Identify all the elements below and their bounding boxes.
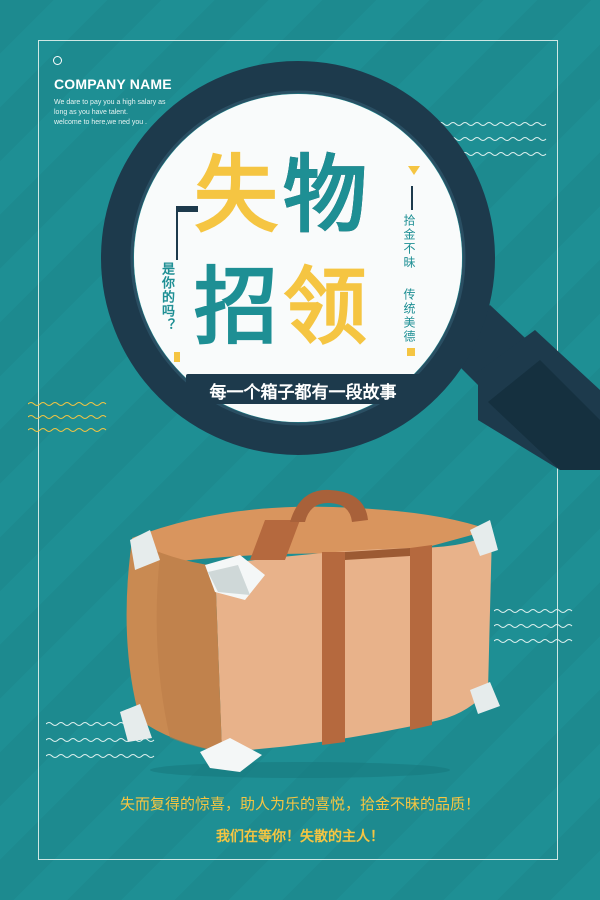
arrow-down-icon [408,166,420,175]
title-char-4: 领 [283,258,368,356]
title-accent-bar [176,206,198,212]
wavy-lines-left [28,402,107,432]
title-char-3: 招 [194,258,279,356]
footer-line-1: 失而复得的惊喜，助人为乐的喜悦，拾金不昧的品质！ [119,795,480,813]
subtitle-band [186,374,420,404]
title-accent-dot-right [407,348,415,356]
title-accent-line [176,212,178,260]
magnifier-handle [438,305,600,470]
title-char-2: 物 [283,146,368,244]
company-name: COMPANY NAME [54,76,172,92]
tagline-line: long as you have talent. [54,109,128,116]
title-accent-line-right [411,186,413,210]
wavy-lines-right [494,609,573,643]
tagline-line: We dare to pay you a high salary as [54,99,166,106]
vertical-left-text: 是你的吗？ [159,262,174,332]
suitcase [120,489,500,778]
vertical-right-text-b: 传统美德 [402,288,416,344]
magnifier-ring [101,61,495,455]
subtitle: 每一个箱子都有一段故事 [209,383,397,403]
title-accent-dot [174,352,180,362]
vertical-right-text-a: 拾金不昧 [402,214,416,270]
title-char-1: 失 [194,146,279,244]
tagline-line: welcome to here,we ned you . [54,119,147,126]
footer-line-2: 我们在等你！失散的主人！ [216,829,384,845]
circle-dot-icon [53,56,62,65]
tagline: We dare to pay you a high salary as long… [54,98,166,128]
